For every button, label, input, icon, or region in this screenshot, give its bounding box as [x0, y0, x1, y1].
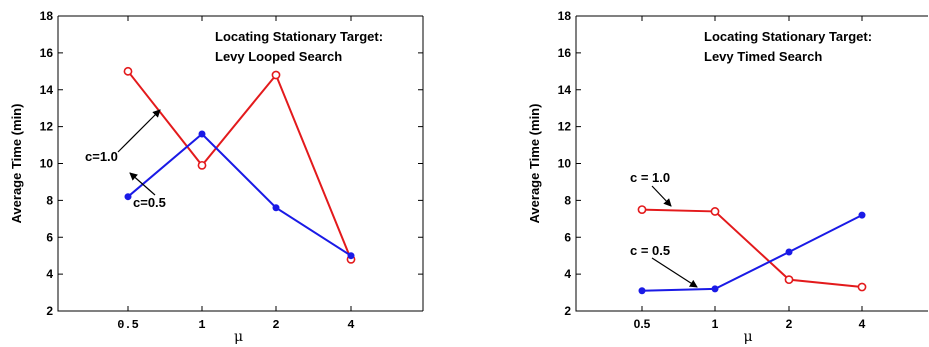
data-point: [197, 160, 207, 170]
x-tick-label: 4: [347, 318, 354, 332]
y-tick-label: 2: [46, 304, 53, 318]
x-tick-label: 0.5: [117, 318, 139, 332]
series-1: [123, 66, 356, 264]
series-annotation: c=0.5: [133, 195, 166, 210]
data-point: [271, 70, 281, 80]
x-tick-label: 2: [786, 317, 793, 331]
chart-title-line: Locating Stationary Target:: [215, 29, 383, 44]
series-2: [638, 211, 866, 295]
series-annotation: c=1.0: [85, 149, 118, 164]
y-tick-label: 10: [558, 157, 572, 171]
annotation-arrow: [129, 172, 156, 196]
y-axis-label: Average Time (min): [9, 104, 24, 224]
x-tick-label: 2: [272, 318, 279, 332]
y-tick-label: 4: [46, 267, 53, 281]
y-tick-label: 14: [40, 83, 54, 97]
x-tick-label: 0.5: [634, 317, 651, 331]
data-point: [347, 252, 355, 260]
y-tick-label: 2: [564, 304, 571, 318]
x-tick-label: 4: [859, 317, 866, 331]
chart-title-line: Locating Stationary Target:: [704, 29, 872, 44]
data-point: [638, 287, 646, 295]
series-2: [124, 130, 355, 260]
chart-title-line: Levy Looped Search: [215, 49, 342, 64]
annotation-arrow: [117, 109, 161, 153]
y-tick-label: 12: [40, 120, 54, 134]
y-tick-label: 12: [558, 120, 572, 134]
y-tick-label: 14: [558, 83, 572, 97]
data-point: [123, 66, 133, 76]
x-tick-label: 1: [712, 317, 719, 331]
data-point: [784, 275, 794, 285]
series-line: [641, 214, 863, 292]
series-1: [637, 205, 867, 292]
series-annotation: c = 1.0: [630, 170, 670, 185]
x-tick-label: 1: [198, 318, 205, 332]
y-tick-label: 6: [46, 230, 53, 244]
y-tick-label: 18: [558, 9, 572, 23]
chart-title-line: Levy Timed Search: [704, 49, 822, 64]
y-tick-label: 16: [40, 46, 54, 60]
series-line: [127, 132, 352, 257]
data-point: [198, 130, 206, 138]
data-point: [857, 282, 867, 292]
data-point: [710, 207, 720, 216]
y-tick-label: 10: [40, 157, 54, 171]
annotation-arrow: [651, 185, 672, 207]
y-tick-label: 6: [564, 230, 571, 244]
data-point: [272, 204, 280, 212]
data-point: [785, 248, 793, 256]
y-tick-label: 18: [40, 9, 54, 23]
y-axis-label: Average Time (min): [527, 104, 542, 224]
data-point: [637, 205, 647, 214]
x-axis-label: μ: [743, 329, 752, 345]
series-annotation: c = 0.5: [630, 243, 670, 258]
data-point: [124, 193, 132, 201]
y-tick-label: 8: [564, 193, 571, 207]
data-point: [711, 285, 719, 293]
y-tick-label: 8: [46, 193, 53, 207]
series-line: [127, 70, 352, 260]
x-axis-label: μ: [234, 329, 243, 345]
series-line: [641, 208, 863, 289]
y-tick-label: 4: [564, 267, 571, 281]
data-point: [858, 211, 866, 219]
annotation-arrow: [651, 257, 698, 288]
y-tick-label: 16: [558, 46, 572, 60]
